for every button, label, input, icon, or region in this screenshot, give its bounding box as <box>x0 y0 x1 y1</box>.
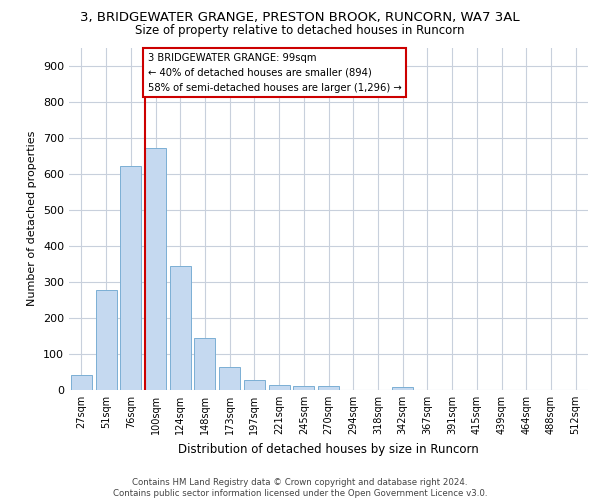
Bar <box>269 386 290 390</box>
Text: 3 BRIDGEWATER GRANGE: 99sqm
← 40% of detached houses are smaller (894)
58% of se: 3 BRIDGEWATER GRANGE: 99sqm ← 40% of det… <box>148 53 402 92</box>
Bar <box>392 387 413 390</box>
Text: 3, BRIDGEWATER GRANGE, PRESTON BROOK, RUNCORN, WA7 3AL: 3, BRIDGEWATER GRANGE, PRESTON BROOK, RU… <box>80 11 520 24</box>
Bar <box>120 166 141 390</box>
Text: Size of property relative to detached houses in Runcorn: Size of property relative to detached ho… <box>135 24 465 37</box>
X-axis label: Distribution of detached houses by size in Runcorn: Distribution of detached houses by size … <box>178 442 479 456</box>
Bar <box>293 386 314 390</box>
Bar <box>219 366 240 390</box>
Text: Contains HM Land Registry data © Crown copyright and database right 2024.
Contai: Contains HM Land Registry data © Crown c… <box>113 478 487 498</box>
Bar <box>194 338 215 390</box>
Bar <box>170 266 191 390</box>
Bar <box>145 148 166 390</box>
Bar <box>244 380 265 390</box>
Bar <box>318 386 339 390</box>
Y-axis label: Number of detached properties: Number of detached properties <box>28 131 37 306</box>
Bar <box>95 290 116 390</box>
Bar <box>71 375 92 390</box>
